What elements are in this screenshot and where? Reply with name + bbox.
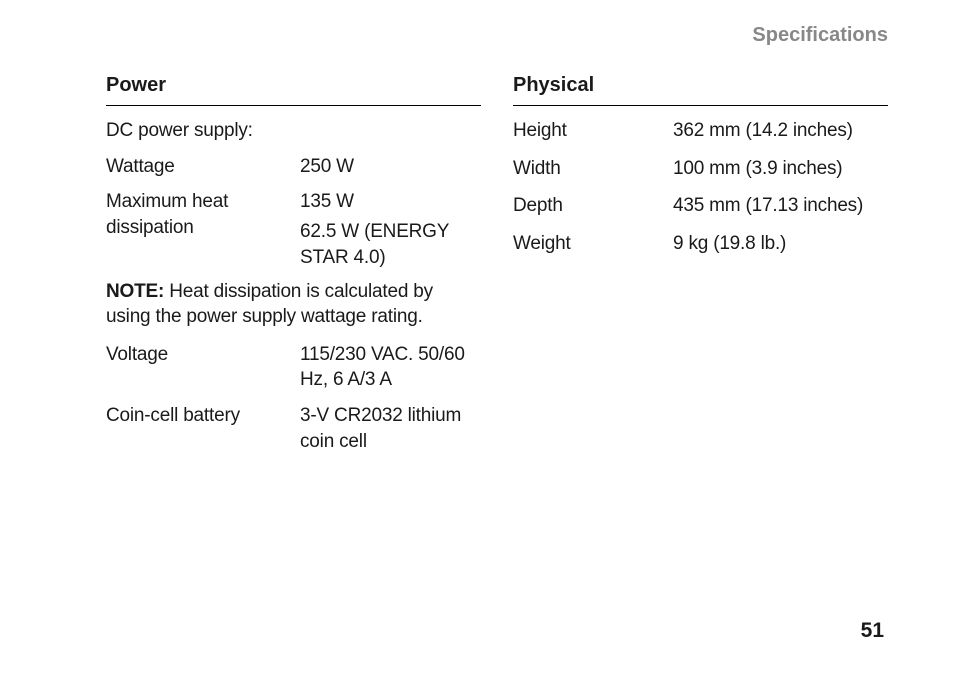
content-area: Power DC power supply: Wattage 250 W Max… bbox=[106, 74, 888, 464]
width-label: Width bbox=[513, 156, 673, 182]
note-prefix: NOTE: bbox=[106, 281, 164, 302]
physical-section-title: Physical bbox=[513, 74, 888, 106]
width-value: 100 mm (3.9 inches) bbox=[673, 156, 888, 182]
page-header-title: Specifications bbox=[752, 24, 888, 47]
note-row: NOTE: Heat dissipation is calculated by … bbox=[106, 280, 481, 329]
coin-cell-label: Coin-cell battery bbox=[106, 403, 300, 454]
height-label: Height bbox=[513, 118, 673, 144]
weight-label: Weight bbox=[513, 231, 673, 257]
width-row: Width 100 mm (3.9 inches) bbox=[513, 156, 888, 182]
max-heat-value-2: 62.5 W (ENERGY STAR 4.0) bbox=[300, 219, 481, 270]
depth-value: 435 mm (17.13 inches) bbox=[673, 193, 888, 219]
wattage-label: Wattage bbox=[106, 154, 300, 180]
voltage-row: Voltage 115/230 VAC. 50/60 Hz, 6 A/3 A bbox=[106, 342, 481, 393]
physical-column: Physical Height 362 mm (14.2 inches) Wid… bbox=[513, 74, 888, 464]
wattage-value: 250 W bbox=[300, 154, 481, 180]
dc-power-supply-row: DC power supply: bbox=[106, 118, 481, 144]
height-value: 362 mm (14.2 inches) bbox=[673, 118, 888, 144]
wattage-row: Wattage 250 W bbox=[106, 154, 481, 180]
voltage-label: Voltage bbox=[106, 342, 300, 393]
weight-value: 9 kg (19.8 lb.) bbox=[673, 231, 888, 257]
voltage-value: 115/230 VAC. 50/60 Hz, 6 A/3 A bbox=[300, 342, 481, 393]
max-heat-row: Maximum heat dissipation 135 W 62.5 W (E… bbox=[106, 189, 481, 270]
max-heat-value-1: 135 W bbox=[300, 189, 481, 215]
coin-cell-value: 3-V CR2032 lithium coin cell bbox=[300, 403, 481, 454]
coin-cell-row: Coin-cell battery 3-V CR2032 lithium coi… bbox=[106, 403, 481, 454]
height-row: Height 362 mm (14.2 inches) bbox=[513, 118, 888, 144]
weight-row: Weight 9 kg (19.8 lb.) bbox=[513, 231, 888, 257]
depth-label: Depth bbox=[513, 193, 673, 219]
max-heat-label: Maximum heat dissipation bbox=[106, 189, 300, 270]
depth-row: Depth 435 mm (17.13 inches) bbox=[513, 193, 888, 219]
dc-power-supply-label: DC power supply: bbox=[106, 118, 300, 144]
max-heat-value: 135 W 62.5 W (ENERGY STAR 4.0) bbox=[300, 189, 481, 270]
page-number: 51 bbox=[861, 619, 884, 643]
power-column: Power DC power supply: Wattage 250 W Max… bbox=[106, 74, 481, 464]
power-section-title: Power bbox=[106, 74, 481, 106]
